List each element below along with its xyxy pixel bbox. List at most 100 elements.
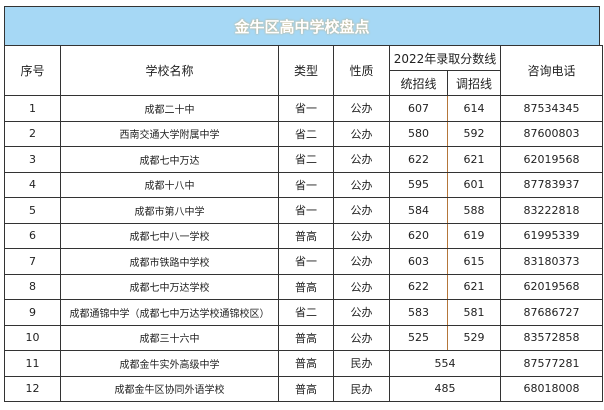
table-row: 10 成都三十六中 普高 公办 525 529 83572858 (4, 324, 604, 351)
cell-name: 成都金牛实外高级中学 (60, 350, 279, 377)
cell-nature: 公办 (333, 197, 390, 224)
cell-adjusted: 615 (446, 248, 502, 275)
cell-name: 成都金牛区协同外语学校 (60, 375, 279, 402)
cell-adjusted: 614 (446, 95, 502, 122)
table-row: 1 成都二十中 省一 公办 607 614 87534345 (4, 95, 604, 122)
table-title: 金牛区高中学校盘点 (4, 6, 600, 45)
cell-index: 5 (4, 197, 61, 224)
cell-phone: 87534345 (500, 95, 604, 122)
cell-type: 省二 (278, 146, 334, 173)
cell-unified: 603 (389, 248, 448, 275)
cell-index: 12 (4, 375, 61, 402)
table-row: 4 成都十八中 省一 公办 595 601 87783937 (4, 171, 604, 198)
cell-name: 成都市铁路中学校 (60, 248, 279, 275)
cell-phone: 87783937 (500, 171, 604, 198)
cell-name: 成都七中万达学校 (60, 273, 279, 300)
cell-type: 普高 (278, 350, 334, 377)
cell-unified: 622 (389, 273, 448, 300)
cell-nature: 公办 (333, 248, 390, 275)
cell-unified: 595 (389, 171, 448, 198)
cell-type: 普高 (278, 273, 334, 300)
cell-adjusted: 601 (446, 171, 502, 198)
cell-name: 成都十八中 (60, 171, 279, 198)
cell-name: 成都七中万达 (60, 146, 279, 173)
cell-type: 普高 (278, 375, 334, 402)
cell-unified: 583 (389, 299, 448, 326)
cell-adjusted: 581 (446, 299, 502, 326)
cell-nature: 公办 (333, 120, 390, 147)
cell-adjusted: 588 (446, 197, 502, 224)
cell-adjusted: 621 (446, 273, 502, 300)
cell-adjusted: 529 (446, 324, 502, 351)
cell-phone: 83572858 (500, 324, 604, 351)
cell-index: 8 (4, 273, 61, 300)
cell-nature: 公办 (333, 171, 390, 198)
header-unified: 统招线 (389, 70, 448, 96)
school-table-container: 金牛区高中学校盘点 序号 学校名称 类型 性质 2022年录取分数线 咨询电话 … (4, 6, 604, 402)
table-row: 3 成都七中万达 省二 公办 622 621 62019568 (4, 146, 604, 173)
cell-index: 3 (4, 146, 61, 173)
cell-name: 成都市第八中学 (60, 197, 279, 224)
header-index: 序号 (4, 45, 61, 96)
cell-nature: 公办 (333, 95, 390, 122)
cell-type: 省二 (278, 299, 334, 326)
cell-phone: 62019568 (500, 273, 604, 300)
cell-index: 2 (4, 120, 61, 147)
cell-name: 成都三十六中 (60, 324, 279, 351)
cell-phone: 83222818 (500, 197, 604, 224)
cell-type: 省一 (278, 248, 334, 275)
cell-nature: 公办 (333, 324, 390, 351)
cell-phone: 68018008 (500, 375, 604, 402)
cell-type: 普高 (278, 222, 334, 249)
header-score-group: 2022年录取分数线 (388, 45, 502, 71)
cell-index: 10 (4, 324, 61, 351)
cell-name: 成都七中八一学校 (60, 222, 279, 249)
cell-index: 9 (4, 299, 61, 326)
table-row: 12 成都金牛区协同外语学校 普高 民办 485 68018008 (4, 375, 604, 402)
cell-index: 4 (4, 171, 61, 198)
cell-nature: 公办 (333, 146, 390, 173)
cell-index: 11 (4, 350, 61, 377)
cell-index: 1 (4, 95, 61, 122)
cell-phone: 83180373 (500, 248, 604, 275)
header-name: 学校名称 (60, 45, 279, 96)
cell-type: 省一 (278, 197, 334, 224)
cell-nature: 公办 (333, 299, 390, 326)
table-row: 5 成都市第八中学 省一 公办 584 588 83222818 (4, 197, 604, 224)
cell-phone: 87577281 (500, 350, 604, 377)
cell-nature: 民办 (333, 350, 390, 377)
cell-nature: 公办 (333, 273, 390, 300)
table-row: 7 成都市铁路中学校 省一 公办 603 615 83180373 (4, 248, 604, 275)
cell-phone: 87686727 (500, 299, 604, 326)
table-row: 8 成都七中万达学校 普高 公办 622 621 62019568 (4, 273, 604, 300)
cell-nature: 公办 (333, 222, 390, 249)
table-row: 6 成都七中八一学校 普高 公办 620 619 61995339 (4, 222, 604, 249)
cell-unified: 525 (389, 324, 448, 351)
cell-type: 普高 (278, 324, 334, 351)
cell-phone: 61995339 (500, 222, 604, 249)
table-row: 11 成都金牛实外高级中学 普高 民办 554 87577281 (4, 350, 604, 377)
cell-unified: 620 (389, 222, 448, 249)
cell-unified: 607 (389, 95, 448, 122)
cell-adjusted: 592 (446, 120, 502, 147)
cell-phone: 62019568 (500, 146, 604, 173)
cell-score: 554 (388, 350, 502, 377)
cell-type: 省一 (278, 171, 334, 198)
cell-index: 7 (4, 248, 61, 275)
cell-index: 6 (4, 222, 61, 249)
header-phone: 咨询电话 (500, 45, 604, 96)
cell-unified: 584 (389, 197, 448, 224)
cell-type: 省二 (278, 120, 334, 147)
cell-unified: 580 (389, 120, 448, 147)
cell-score: 485 (388, 375, 502, 402)
header-type: 类型 (278, 45, 334, 96)
cell-unified: 622 (389, 146, 448, 173)
header-adjusted: 调招线 (446, 70, 502, 96)
cell-type: 省一 (278, 95, 334, 122)
cell-phone: 87600803 (500, 120, 604, 147)
table-row: 2 西南交通大学附属中学 省二 公办 580 592 87600803 (4, 120, 604, 147)
cell-adjusted: 621 (446, 146, 502, 173)
cell-name: 成都二十中 (60, 95, 279, 122)
table-row: 9 成都通锦中学（成都七中万达学校通锦校区） 省二 公办 583 581 87686727 (4, 299, 604, 326)
